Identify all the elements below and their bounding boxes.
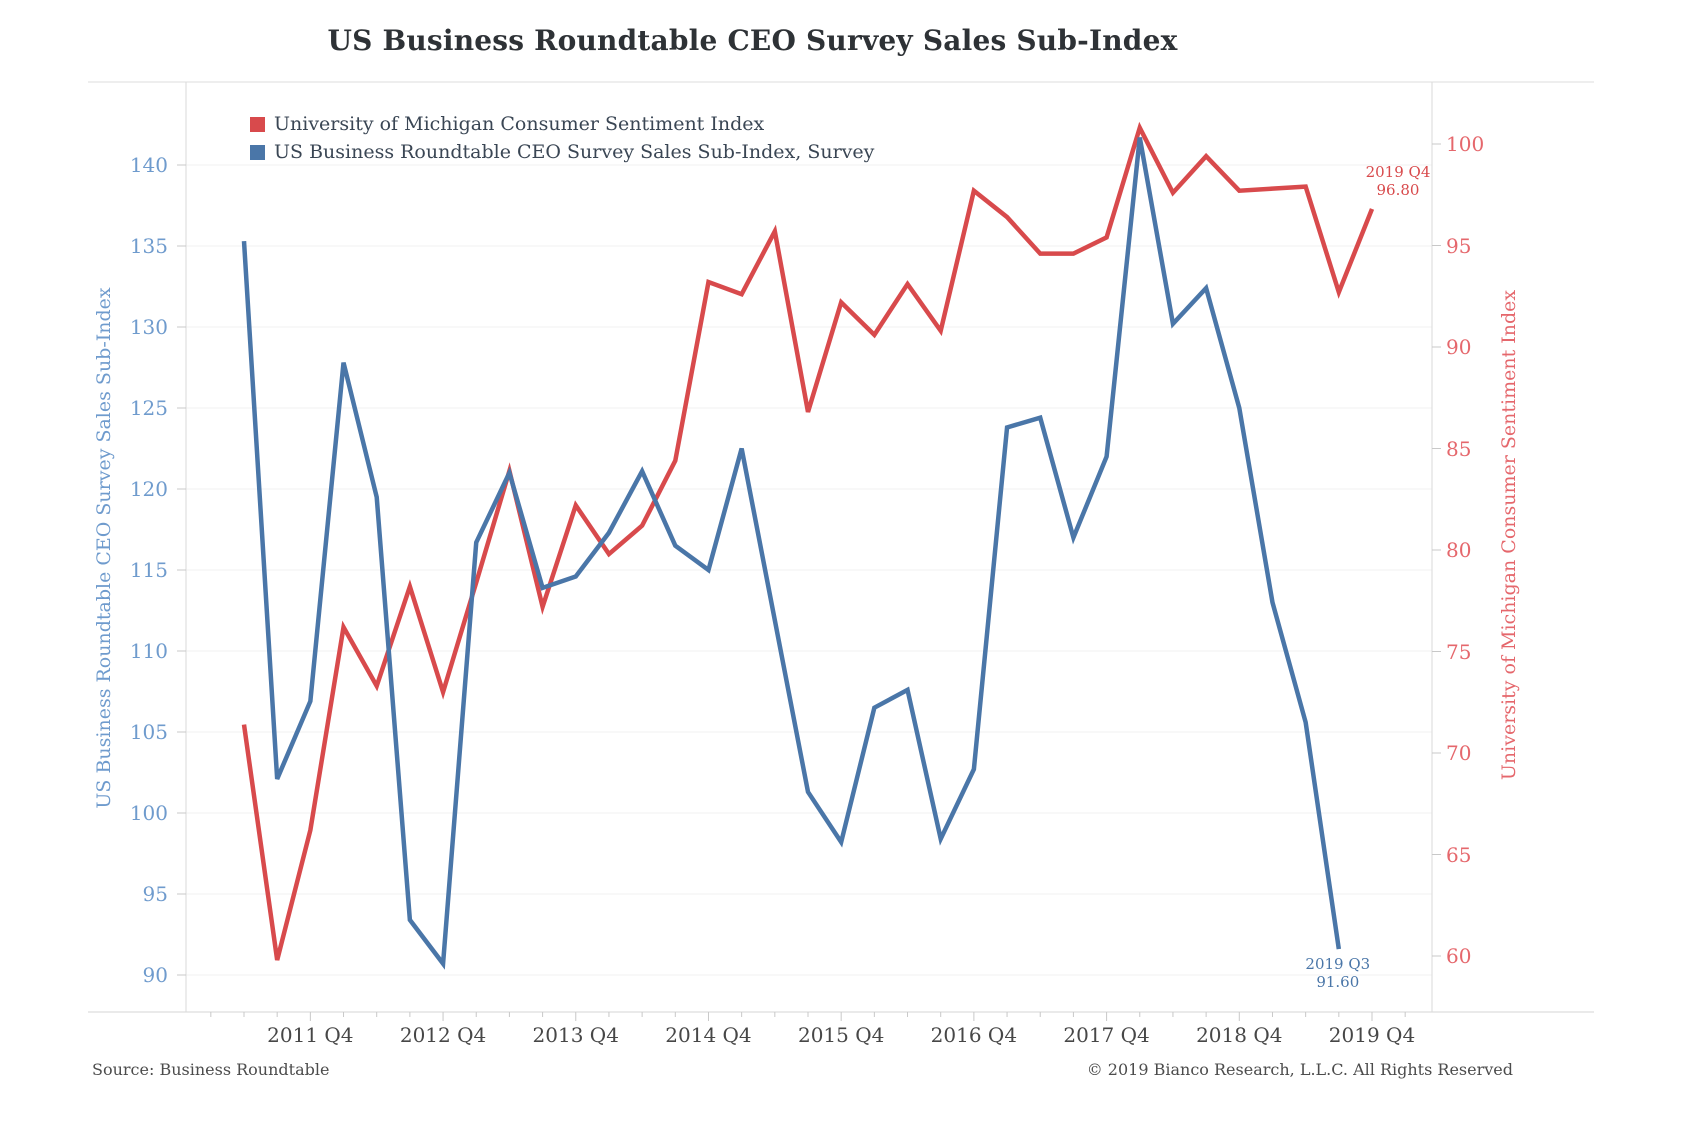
y-axis-right-tick-label: 80 — [1446, 538, 1472, 562]
annotation-blue-last-point: 2019 Q3 91.60 — [1278, 955, 1398, 991]
legend-label-ceo-survey: US Business Roundtable CEO Survey Sales … — [274, 141, 875, 163]
x-axis-tick-label: 2018 Q4 — [1196, 1023, 1283, 1047]
series-line-sentiment — [241, 121, 1375, 961]
y-axis-left-tick-label: 105 — [129, 720, 168, 744]
y-axis-right-tick-label: 85 — [1446, 436, 1472, 461]
x-axis-tick-label: 2017 Q4 — [1063, 1023, 1150, 1047]
annotation-blue-quarter: 2019 Q3 — [1305, 955, 1371, 974]
y-axis-left-tick-label: 95 — [142, 882, 168, 906]
x-axis-tick-label: 2014 Q4 — [665, 1023, 752, 1047]
y-axis-right-tick-label: 70 — [1446, 741, 1472, 765]
y-axis-right-tick-label: 65 — [1446, 842, 1472, 867]
x-axis-tick-label: 2011 Q4 — [267, 1023, 354, 1047]
chart-title: US Business Roundtable CEO Survey Sales … — [327, 24, 1178, 57]
y-axis-left-tick-label: 135 — [129, 234, 168, 258]
legend-item-sentiment: University of Michigan Consumer Sentimen… — [250, 110, 874, 138]
y-axis-left-tick-label: 115 — [129, 558, 168, 582]
y-axis-left-tick-label: 140 — [129, 153, 168, 177]
y-axis-right-tick-label: 95 — [1446, 233, 1472, 258]
annotation-red-last-point: 2019 Q4 96.80 — [1338, 163, 1458, 199]
y-axis-left-tick-label: 100 — [129, 801, 168, 825]
y-axis-right-tick-label: 75 — [1446, 639, 1472, 664]
x-axis-tick-label: 2015 Q4 — [797, 1023, 885, 1047]
y-axis-left-tick-label: 120 — [129, 477, 168, 501]
annotation-blue-value: 91.60 — [1316, 973, 1360, 992]
legend: University of Michigan Consumer Sentimen… — [250, 110, 874, 166]
legend-label-sentiment: University of Michigan Consumer Sentimen… — [274, 113, 765, 135]
y-axis-left-tick-label: 90 — [142, 963, 168, 987]
y-axis-left-tick-label: 110 — [129, 639, 168, 663]
legend-item-ceo-survey: US Business Roundtable CEO Survey Sales … — [250, 138, 874, 166]
annotation-red-quarter: 2019 Q4 — [1365, 162, 1431, 181]
y-axis-left-tick-label: 130 — [129, 315, 168, 339]
y-axis-right-tick-label: 60 — [1446, 944, 1472, 968]
y-axis-right-tick-label: 100 — [1446, 132, 1485, 156]
legend-swatch-blue — [250, 144, 265, 160]
y-axis-right-tick-label: 90 — [1446, 335, 1472, 359]
series-line-ceo-survey — [241, 137, 1342, 970]
annotation-red-value: 96.80 — [1376, 180, 1420, 199]
x-axis-tick-label: 2016 Q4 — [930, 1023, 1018, 1047]
x-axis-tick-label: 2019 Q4 — [1328, 1023, 1416, 1047]
y-axis-right-title: University of Michigan Consumer Sentimen… — [1498, 289, 1520, 781]
source-text: Source: Business Roundtable — [92, 1060, 330, 1079]
x-axis-tick-label: 2013 Q4 — [532, 1023, 619, 1047]
copyright-text: © 2019 Bianco Research, L.L.C. All Right… — [1086, 1060, 1513, 1079]
legend-swatch-red — [250, 116, 265, 132]
x-axis-tick-label: 2012 Q4 — [399, 1023, 487, 1047]
y-axis-left-tick-label: 125 — [129, 396, 168, 420]
